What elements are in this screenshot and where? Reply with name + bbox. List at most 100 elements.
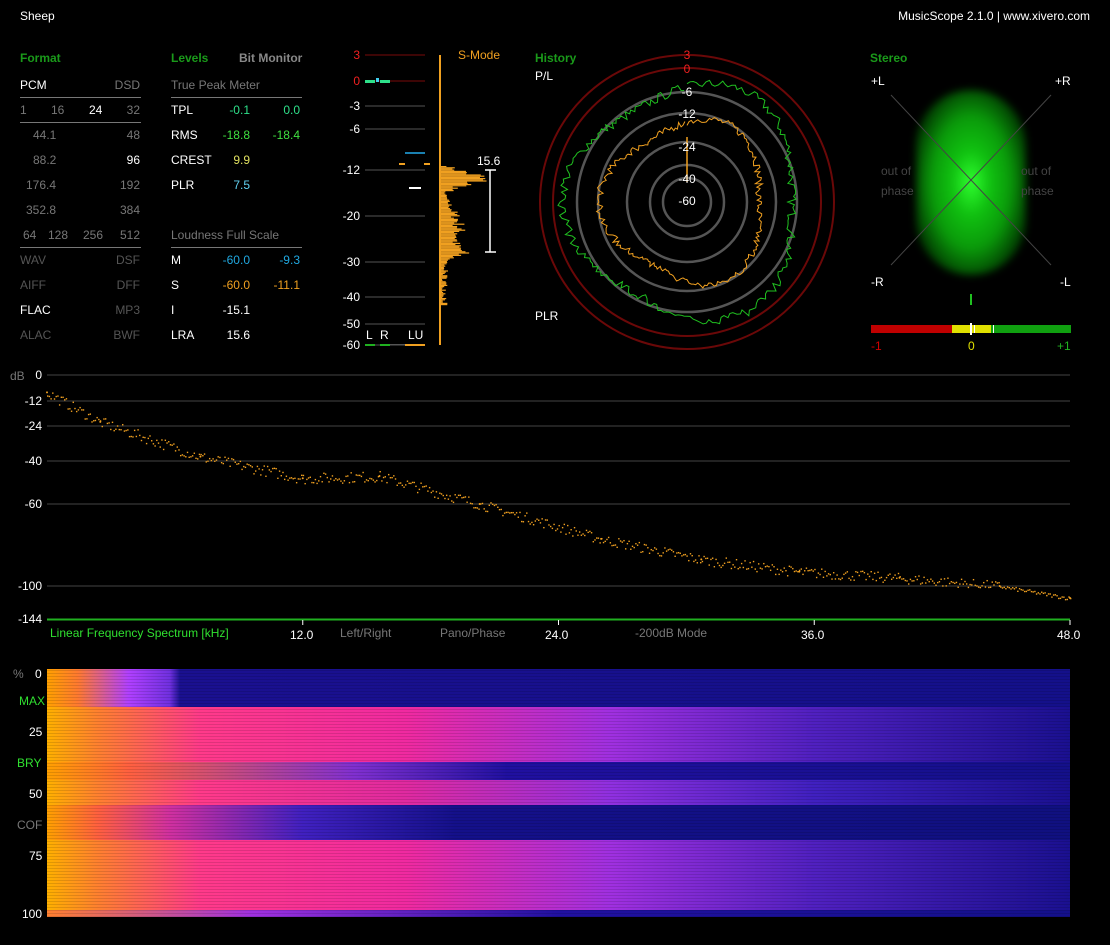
bit-24: 24 [89,103,103,117]
spectrum-dot [919,583,922,585]
histogram-bin [441,236,457,238]
histogram-bin [441,286,445,288]
spectrum-dot [769,569,772,572]
spectrum-dot [578,531,581,533]
histogram-bin [441,205,450,207]
spectrum-dot [573,526,576,529]
histogram-bin [441,251,466,253]
plus-l-label: +L [871,74,885,88]
spectrum-dot [255,470,257,472]
spectrum-dot [495,503,497,506]
spectrum-dot [836,574,838,576]
s-mode-button[interactable]: S-Mode [458,48,501,62]
spectrum-dot [1032,591,1034,593]
spectrum-dot [558,524,560,527]
ring-label-5: -40 [678,172,696,186]
spectrum-dot [814,568,816,571]
spectrum-dot [725,557,727,559]
sg-label-bry[interactable]: BRY [17,756,42,770]
spectrum-dot [241,468,243,471]
histogram-bin [441,214,458,216]
spectrum-dot [169,444,172,446]
sg-label-50: 50 [29,787,43,801]
bit-1: 1 [20,103,27,117]
spectrum-dot [1046,594,1048,597]
spectrum-dot [381,480,383,482]
spectrum-dot [619,540,622,542]
spectrum-dot [345,475,347,478]
spectrum-dot [957,586,959,588]
minus-200db-mode-button[interactable]: -200dB Mode [635,626,708,640]
spectrum-dot [1003,586,1005,589]
histogram-bin [441,263,447,265]
bit-monitor-tab[interactable]: Bit Monitor [239,51,303,65]
corr-mid-label: 0 [968,339,975,353]
spectrum-dot [461,497,463,499]
spectrum-dot [988,586,990,589]
spectrum-dot [918,575,920,577]
spectrum-dot [1051,596,1053,598]
spectrum-dot [993,584,995,586]
spectrum-dot [672,551,675,553]
spectrum-dot [899,576,901,578]
spectrum-dot [926,579,929,581]
plr-label: PLR [171,178,195,192]
spectrum-dot [706,557,709,559]
spectrum-dot [746,568,748,570]
spectrum-dot [227,457,230,460]
histogram-bin [441,204,452,206]
spectrum-dot [839,578,842,581]
spectrum-dot [411,481,414,484]
app-info[interactable]: MusicScope 2.1.0 | www.xivero.com [898,9,1090,23]
spectrum-dot [231,458,233,460]
histogram-bin [441,185,467,187]
spectrum-dot [1035,593,1038,595]
spectrum-dot [60,396,63,398]
histogram-bin [441,294,444,296]
spectrum-dot [157,442,160,444]
spectrum-dot [541,518,543,520]
spectrum-dot [606,538,608,541]
spectrum-dot [405,484,407,486]
spectrum-dot [585,529,588,532]
pano-phase-mode-button[interactable]: Pano/Phase [440,626,506,640]
spectrum-dot [198,453,201,456]
histogram-bin [441,278,443,280]
spectrum-dot [72,401,74,404]
spectrum-dot [942,585,944,587]
spectrum-dot [943,578,946,580]
spectrum-dot [597,537,600,539]
spectrum-dot [321,481,323,483]
spectrum-dot [759,567,762,569]
spectrum-dot [575,530,577,532]
spectrum-dot [304,482,306,485]
spectrum-dot [369,477,371,480]
y-tick-6: -144 [17,612,42,626]
spectrum-dot [318,480,320,482]
levels-header[interactable]: Levels [171,51,209,65]
spectrum-dot [1041,591,1043,593]
histogram-bin [441,178,486,180]
spectrum-dot [145,442,148,445]
spectrum-dot [517,516,519,518]
spectrum-dot [374,481,376,483]
spectrum-dot [55,395,57,398]
tpl-label: TPL [171,103,194,117]
sg-label-cof[interactable]: COF [17,818,43,832]
spectrum-dot [171,444,173,446]
spectrum-dot [577,534,579,536]
histogram-bin [441,246,460,248]
spectrum-dot [355,474,358,476]
histogram-bin [441,239,457,241]
left-right-mode-button[interactable]: Left/Right [340,626,392,640]
spectrum-dot [633,546,635,549]
bit-32: 32 [126,103,140,117]
spectrum-dot [590,532,593,534]
spectrum-dot [133,429,136,432]
spectrum-dot [62,396,64,399]
spectrum-dot [572,535,574,537]
spectrum-dot [415,485,417,488]
spectrum-dot [962,583,964,585]
sg-label-max[interactable]: MAX [19,694,46,708]
spectrum-dot [307,477,310,479]
